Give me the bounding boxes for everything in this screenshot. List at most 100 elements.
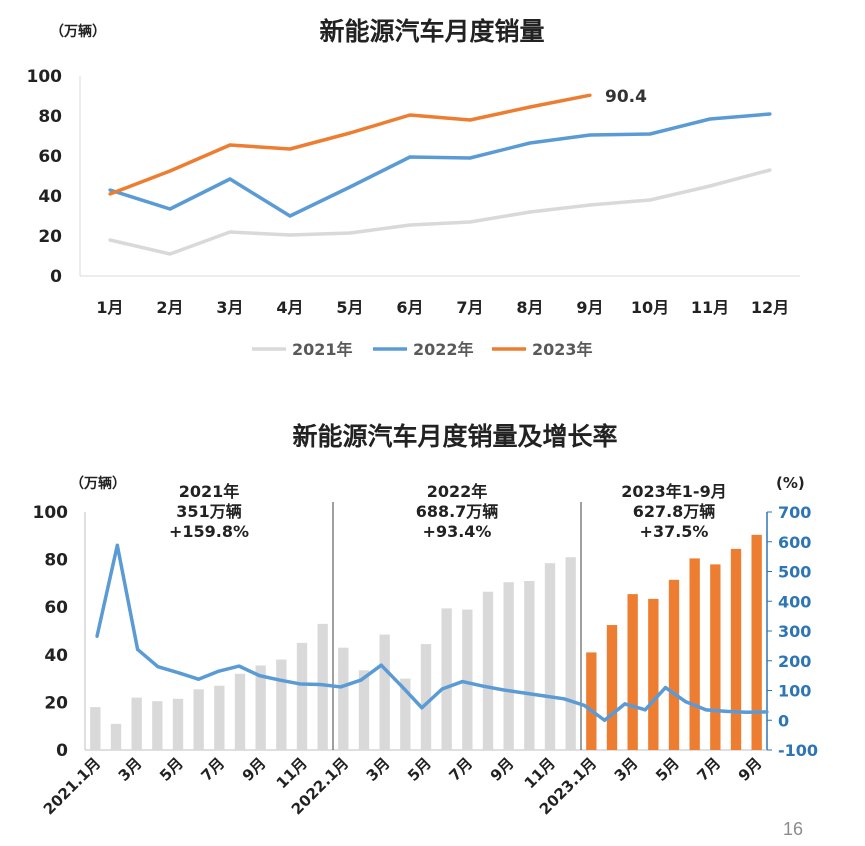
bar-2023: [586, 652, 597, 750]
year-annotation: +159.8%: [169, 522, 249, 541]
bar-2022: [441, 608, 452, 750]
data-point: [768, 168, 772, 172]
x-tick-label: 9月: [735, 754, 766, 785]
y-axis-right-label: (%): [776, 474, 805, 492]
x-tick-label: 3月: [216, 298, 243, 317]
growth-point: [684, 700, 688, 704]
growth-point: [643, 708, 647, 712]
data-point: [588, 133, 592, 137]
x-tick-label: 2021.1月: [40, 754, 104, 818]
chart-title: 新能源汽车月度销量及增长率: [292, 422, 617, 451]
y-right-tick-label: 100: [778, 682, 811, 701]
bar-2021: [90, 707, 101, 750]
bar-2022: [482, 591, 494, 750]
year-annotation: 351万辆: [176, 502, 241, 521]
x-tick-label: 5月: [336, 298, 363, 317]
growth-point: [542, 694, 546, 698]
data-point: [348, 185, 352, 189]
year-annotation: +93.4%: [423, 522, 492, 541]
bar-2022: [358, 670, 370, 750]
x-tick-label: 5月: [156, 754, 187, 785]
data-label: 90.4: [605, 87, 647, 107]
chart-title: 新能源汽车月度销量: [319, 17, 544, 46]
x-tick-label: 1月: [96, 298, 123, 317]
bar-2021: [255, 665, 266, 750]
growth-point: [501, 688, 505, 692]
bar-2021: [131, 697, 142, 750]
data-point: [108, 192, 112, 196]
bar-2023: [648, 598, 659, 750]
x-tick-label: 11月: [691, 298, 729, 317]
bar-2022: [503, 582, 514, 750]
bar-2022: [379, 634, 390, 750]
data-point: [228, 230, 232, 234]
growth-point: [379, 663, 383, 667]
y-tick-label: 20: [38, 227, 62, 247]
growth-point: [420, 706, 424, 710]
growth-point: [602, 718, 607, 722]
data-point: [768, 112, 772, 116]
data-point: [348, 131, 352, 135]
y-right-tick-label: -100: [778, 741, 818, 760]
data-point: [468, 118, 472, 122]
growth-point: [359, 678, 363, 682]
year-annotation: +37.5%: [640, 522, 709, 541]
y-tick-label: 100: [27, 67, 63, 87]
bar-2021: [234, 673, 246, 750]
data-point: [168, 207, 172, 211]
growth-point: [460, 679, 465, 684]
data-point: [108, 238, 112, 242]
data-point: [228, 143, 232, 147]
growth-point: [115, 543, 119, 547]
growth-point: [623, 702, 627, 706]
y-tick-label: 40: [38, 187, 62, 207]
bar-2021: [317, 623, 328, 750]
y-tick-label: 80: [38, 107, 62, 127]
growth-point: [176, 671, 180, 675]
bar-2021: [296, 642, 308, 750]
bar-2023: [689, 558, 700, 750]
data-point: [528, 141, 532, 145]
data-point: [648, 132, 652, 136]
legend-label: 2021年: [292, 340, 353, 359]
data-point: [468, 156, 472, 160]
data-point: [408, 223, 412, 227]
y-tick-label: 0: [50, 267, 62, 287]
bar-2023: [751, 534, 762, 750]
growth-point: [521, 691, 525, 695]
y-left-tick-label: 0: [56, 741, 68, 761]
bar-2021: [152, 701, 163, 750]
growth-point: [156, 665, 160, 669]
data-point: [408, 113, 412, 117]
data-point: [588, 93, 592, 97]
bar-2022: [565, 557, 576, 750]
y-tick-label: 60: [38, 147, 62, 167]
data-point: [228, 177, 232, 181]
data-point: [348, 231, 352, 235]
x-tick-label: 9月: [576, 298, 603, 317]
y-right-tick-label: 0: [778, 711, 789, 730]
growth-point: [196, 677, 201, 681]
x-tick-label: 10月: [631, 298, 669, 317]
growth-point: [278, 678, 282, 682]
growth-point: [95, 634, 99, 638]
bar-2023: [606, 625, 618, 750]
bar-2021: [172, 698, 184, 750]
data-point: [108, 188, 112, 192]
x-tick-label: 11月: [273, 754, 311, 792]
y-right-tick-label: 700: [778, 503, 811, 522]
growth-point: [136, 647, 140, 652]
y-left-tick-label: 100: [33, 503, 69, 523]
data-point: [168, 252, 172, 256]
bar-2021: [193, 689, 204, 750]
bar-2022: [338, 647, 349, 750]
y-right-tick-label: 600: [778, 533, 811, 552]
y-right-tick-label: 300: [778, 622, 811, 641]
x-tick-label: 5月: [404, 754, 435, 785]
legend-label: 2022年: [413, 340, 474, 359]
growth-point: [257, 674, 262, 678]
growth-point: [663, 685, 668, 690]
bar-2023: [730, 548, 742, 750]
series-line-2022年: [109, 112, 771, 218]
bar-2021: [214, 685, 225, 750]
